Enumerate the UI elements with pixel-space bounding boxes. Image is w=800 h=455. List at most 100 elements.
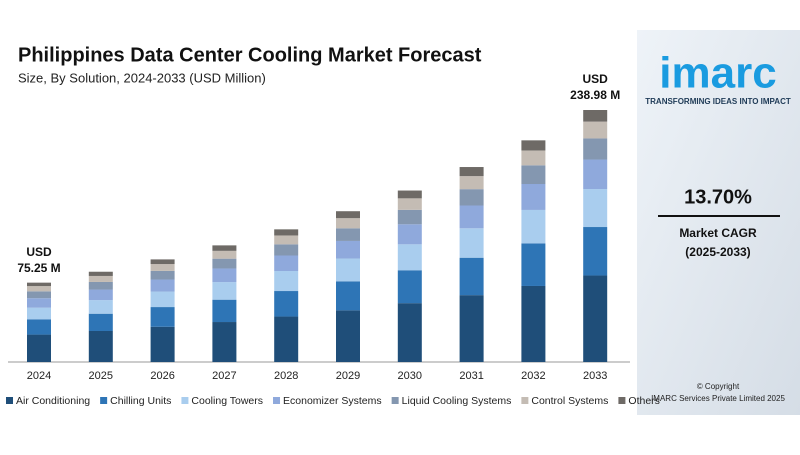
x-tick-label: 2032: [521, 370, 545, 382]
bar-segment: [212, 299, 237, 323]
cagr-label: Market CAGR: [679, 226, 757, 240]
bar-segment: [88, 300, 113, 314]
bar-segment: [150, 270, 175, 280]
bar-segment: [336, 258, 360, 282]
x-tick-label: 2029: [336, 370, 360, 382]
bar-segment: [336, 211, 360, 219]
cagr-period: (2025-2033): [685, 245, 750, 259]
legend-label: Economizer Systems: [283, 395, 382, 407]
bar-segment: [459, 176, 484, 190]
bar-segment: [88, 271, 113, 276]
legend-label: Liquid Cooling Systems: [402, 395, 512, 407]
bar-segment: [27, 334, 51, 362]
bar-segment: [212, 282, 237, 300]
tagline: TRANSFORMING IDEAS INTO IMPACT: [645, 97, 791, 106]
x-tick-label: 2027: [212, 370, 236, 382]
bar-segment: [274, 244, 299, 256]
bar-segment: [459, 167, 484, 177]
bar-segment: [27, 286, 51, 292]
bar-segment: [336, 310, 360, 362]
total-label: 238.98 M: [570, 88, 620, 102]
bar-segment: [212, 268, 237, 283]
bar-segment: [27, 282, 51, 287]
x-tick-label: 2028: [274, 370, 298, 382]
legend-swatch: [181, 397, 189, 404]
bar-segment: [583, 138, 608, 160]
legend-label: Cooling Towers: [191, 395, 263, 407]
bar-segment: [336, 281, 360, 311]
bar-segment: [397, 198, 422, 210]
bar-segment: [397, 303, 422, 362]
bar-segment: [150, 259, 175, 265]
legend-swatch: [618, 397, 626, 404]
x-tick-label: 2025: [89, 370, 113, 382]
bar-segment: [88, 330, 113, 362]
copyright: IMARC Services Private Limited 2025: [651, 394, 785, 403]
total-label: USD: [26, 245, 52, 259]
bar-segment: [27, 307, 51, 320]
bar-segment: [583, 110, 608, 122]
bar-segment: [521, 184, 546, 210]
bar-segment: [212, 322, 237, 362]
bar-segment: [583, 227, 608, 276]
chart-subtitle: Size, By Solution, 2024-2033 (USD Millio…: [18, 70, 266, 85]
bar-segment: [27, 291, 51, 299]
bar-segment: [150, 279, 175, 292]
legend-swatch: [391, 397, 399, 404]
bar-segment: [583, 275, 608, 362]
bar-segment: [521, 140, 546, 151]
bar-segment: [521, 209, 546, 244]
bar-segment: [459, 295, 484, 362]
bar-segment: [88, 289, 113, 301]
bar-segment: [150, 307, 175, 327]
bar-segment: [274, 229, 299, 236]
bar-segment: [274, 316, 299, 362]
bar-segment: [397, 209, 422, 225]
bar-segment: [274, 291, 299, 317]
x-tick-label: 2026: [150, 370, 174, 382]
bar-segment: [150, 326, 175, 362]
legend-swatch: [6, 397, 13, 404]
bar-segment: [397, 224, 422, 245]
bar-segment: [88, 313, 113, 331]
bar-segment: [397, 244, 422, 271]
bar-segment: [212, 250, 237, 259]
bar-segment: [459, 189, 484, 206]
bar-segment: [521, 285, 546, 362]
bar-segment: [150, 291, 175, 308]
bar-segment: [397, 270, 422, 304]
bar-segment: [150, 264, 175, 271]
total-label: USD: [583, 72, 609, 86]
bar-segment: [521, 243, 546, 286]
bar-segment: [336, 240, 360, 259]
legend-label: Others: [628, 395, 660, 407]
side-panel: [637, 30, 800, 415]
legend-swatch: [273, 397, 281, 404]
bar-segment: [397, 190, 422, 199]
bar-segment: [274, 235, 299, 245]
legend-label: Control Systems: [531, 395, 608, 407]
cagr-value: 13.70%: [684, 186, 752, 208]
legend-swatch: [521, 397, 529, 404]
legend-label: Chilling Units: [110, 395, 171, 407]
x-tick-label: 2033: [583, 370, 607, 382]
bar-segment: [212, 245, 237, 251]
chart-title: Philippines Data Center Cooling Market F…: [18, 44, 482, 66]
bar-segment: [274, 270, 299, 292]
bar-segment: [212, 258, 237, 269]
legend-swatch: [100, 397, 108, 404]
x-tick-label: 2024: [27, 370, 51, 382]
bar-segment: [459, 257, 484, 296]
legend-label: Air Conditioning: [16, 395, 90, 407]
x-tick-label: 2031: [459, 370, 483, 382]
x-tick-label: 2030: [398, 370, 422, 382]
bar-segment: [88, 275, 113, 282]
bar-segment: [583, 159, 608, 190]
bar-segment: [521, 150, 546, 166]
bar-segment: [521, 165, 546, 185]
bar-segment: [459, 205, 484, 229]
total-label: 75.25 M: [17, 261, 60, 275]
bar-segment: [274, 255, 299, 271]
